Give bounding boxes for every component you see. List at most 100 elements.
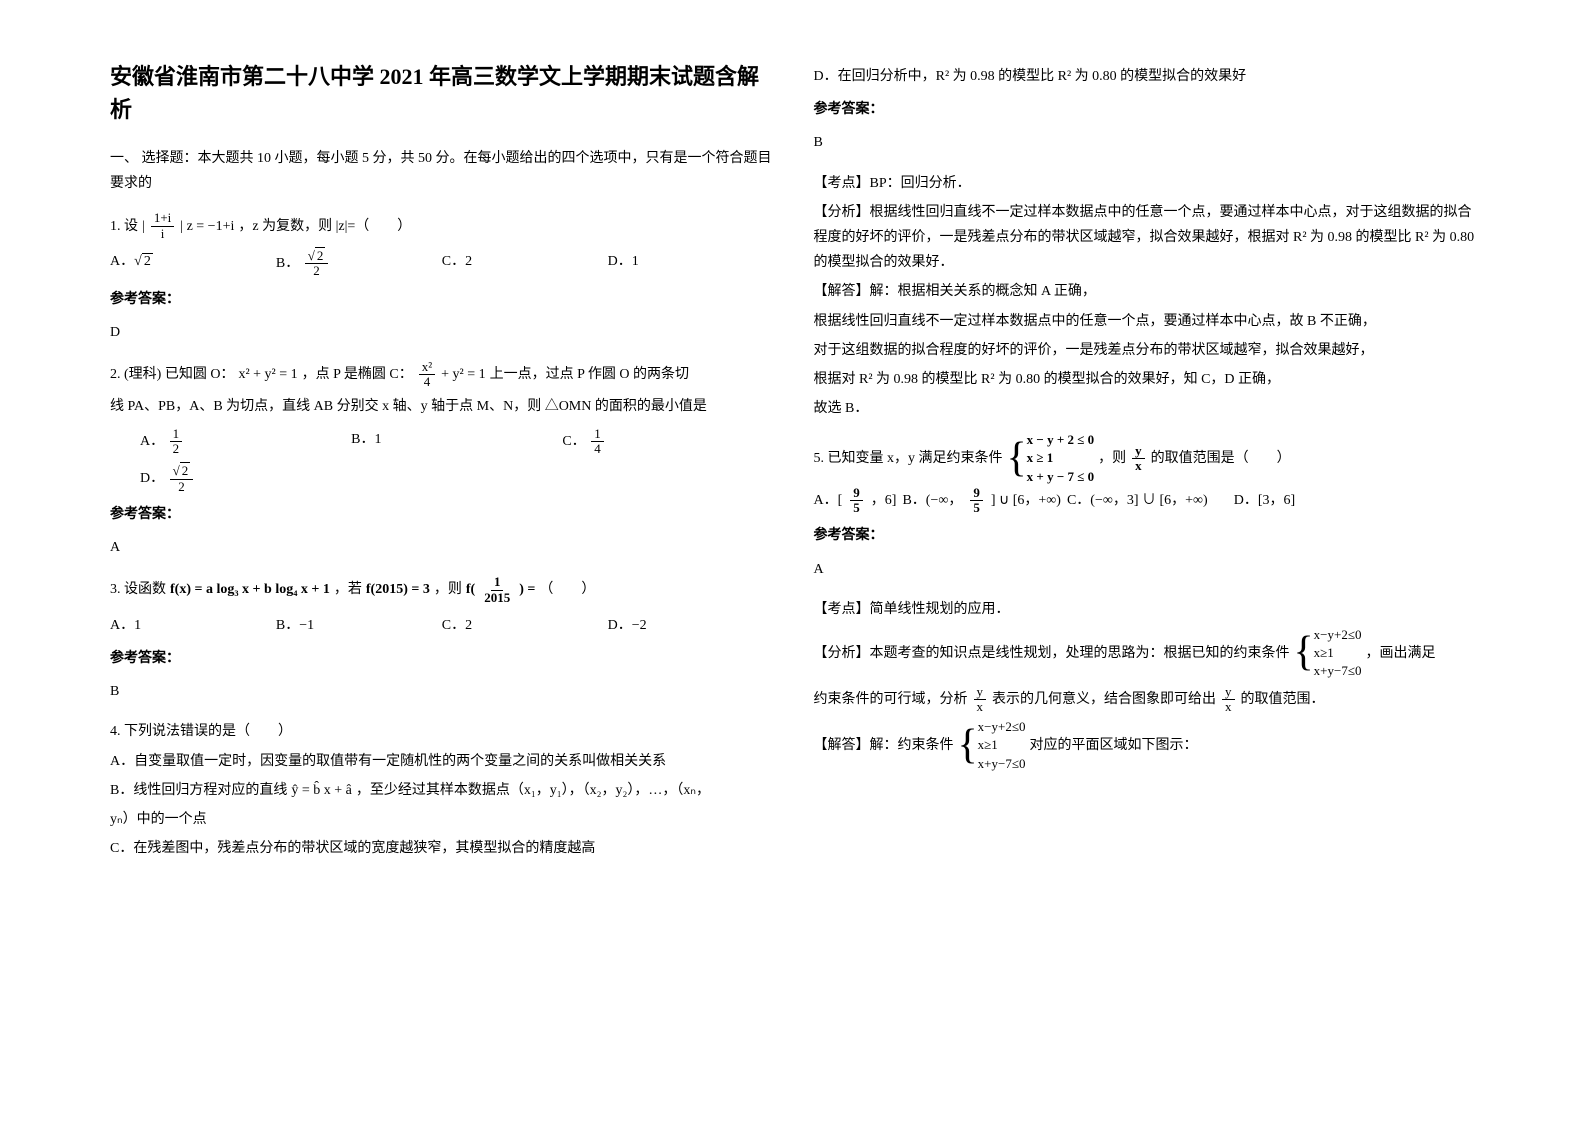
q1-stem: 1. 设 | 1+i i | z = −1+i ，z 为复数，则 |z|=（ ） bbox=[110, 211, 774, 241]
right-column: D．在回归分析中，R² 为 0.98 的模型比 R² 为 0.80 的模型拟合的… bbox=[794, 60, 1498, 1062]
q1-answer: D bbox=[110, 320, 774, 345]
q4-answer-label: 参考答案： bbox=[814, 97, 1478, 122]
q4-optD: D．在回归分析中，R² 为 0.98 的模型比 R² 为 0.80 的模型拟合的… bbox=[814, 64, 1478, 89]
q4-optB-eq: ŷ = b̂ x + â bbox=[291, 778, 352, 803]
q5-ratio: y x bbox=[1132, 444, 1145, 474]
q2-answer-label: 参考答案： bbox=[110, 502, 774, 527]
q1-optA-label: A． bbox=[110, 254, 134, 269]
q3-tail: （ ） bbox=[539, 577, 595, 602]
q2-optC-den: 4 bbox=[591, 442, 604, 456]
q4-optB-mid: ，至少经过其样本数据点（x₁，y₁），（x₂，y₂），…，（xₙ， bbox=[356, 778, 710, 803]
q5-ratio-den: x bbox=[1132, 459, 1145, 473]
q5-sc3: x+y−7≤0 bbox=[978, 755, 1026, 773]
q3-func: f(x) = a log₃ x + b log₄ x + 1 bbox=[170, 577, 330, 602]
q1-frac-den: i bbox=[158, 227, 168, 241]
q3-optA: A．1 bbox=[110, 613, 276, 638]
q4-solve-l3: 根据对 R² 为 0.98 的模型比 R² 为 0.80 的模型拟合的效果好，知… bbox=[814, 367, 1478, 392]
q5-solve-system: { x−y+2≤0 x≥1 x+y−7≤0 bbox=[958, 718, 1026, 773]
q4-optA: A．自变量取值一定时，因变量的取值带有一定随机性的两个变量之间的关系叫做相关关系 bbox=[110, 749, 774, 774]
q3-mid2: ，则 bbox=[434, 577, 462, 602]
q5-prefix: 5. 已知变量 x，y 满足约束条件 bbox=[814, 446, 1003, 471]
q5-options: A．[ 9 5 ，6] B．(−∞， 9 5 ] ∪ [6，+∞) C．(−∞，… bbox=[814, 486, 1478, 516]
q5-optB-prefix: B．(−∞， bbox=[902, 488, 962, 513]
q1-frac-num: 1+i bbox=[151, 211, 174, 226]
sqrt-icon: 2 bbox=[134, 249, 153, 274]
q1-optC: C．2 bbox=[442, 249, 608, 279]
q5-optB-frac: 9 5 bbox=[970, 486, 983, 516]
q3-cond: f(2015) = 3 bbox=[366, 577, 430, 602]
q4-solve-l2: 对于这组数据的拟合程度的好坏的评价，一是残差点分布的带状区域越窄，拟合效果越好， bbox=[814, 338, 1478, 363]
q5-mid: ，则 bbox=[1098, 446, 1126, 471]
q4-optB-prefix: B．线性回归方程对应的直线 bbox=[110, 778, 287, 803]
q1-optD: D．1 bbox=[608, 249, 774, 279]
q5-optB-den: 5 bbox=[970, 501, 983, 515]
q2-optD-label: D． bbox=[140, 471, 164, 486]
q5-analysis-constraints: x−y+2≤0 x≥1 x+y−7≤0 bbox=[1314, 626, 1362, 681]
q2-optD: D． 2 2 bbox=[140, 464, 774, 494]
q1-optB-label: B． bbox=[276, 256, 299, 271]
q4-solve-l1: 根据线性回归直线不一定过样本数据点中的任意一个点，要通过样本中心点，故 B 不正… bbox=[814, 309, 1478, 334]
q2-ellipse-num: x² bbox=[419, 360, 435, 375]
q3-expr-prefix: f( bbox=[466, 577, 475, 602]
q5-analysis-system: { x−y+2≤0 x≥1 x+y−7≤0 bbox=[1294, 626, 1362, 681]
q2-ellipse-rest: + y² = 1 bbox=[441, 362, 486, 387]
q5-ratio-num: y bbox=[1132, 444, 1145, 459]
q5-c1: x − y + 2 ≤ 0 bbox=[1027, 431, 1094, 449]
q3-answer: B bbox=[110, 679, 774, 704]
q2-optC-num: 1 bbox=[591, 427, 604, 442]
q3-optB: B．−1 bbox=[276, 613, 442, 638]
q4-optC: C．在残差图中，残差点分布的带状区域的宽度越狭窄，其模型拟合的精度越高 bbox=[110, 836, 774, 861]
brace-icon: { bbox=[1294, 636, 1314, 670]
q2-optA-den: 2 bbox=[170, 442, 183, 456]
question-2: 2. (理科) 已知圆 O： x² + y² = 1 ，点 P 是椭圆 C： x… bbox=[110, 360, 774, 560]
q5-stem: 5. 已知变量 x，y 满足约束条件 { x − y + 2 ≤ 0 x ≥ 1… bbox=[814, 431, 1478, 486]
q4-optB: B．线性回归方程对应的直线 ŷ = b̂ x + â ，至少经过其样本数据点（x… bbox=[110, 778, 774, 803]
q2-optD-numval: 2 bbox=[180, 462, 191, 478]
q2-optA: A． 1 2 bbox=[140, 427, 351, 457]
q5-sc1: x−y+2≤0 bbox=[978, 718, 1026, 736]
q1-answer-label: 参考答案： bbox=[110, 287, 774, 312]
q5-sc2: x≥1 bbox=[978, 736, 1026, 754]
q4-stem: 4. 下列说法错误的是（ ） bbox=[110, 719, 774, 744]
q5-al2-mid: 表示的几何意义，结合图象即可给出 bbox=[992, 687, 1216, 712]
question-4: 4. 下列说法错误的是（ ） A．自变量取值一定时，因变量的取值带有一定随机性的… bbox=[110, 719, 774, 861]
q3-answer-label: 参考答案： bbox=[110, 646, 774, 671]
q3-options: A．1 B．−1 C．2 D．−2 bbox=[110, 613, 774, 638]
q5-optA-frac: 9 5 bbox=[850, 486, 863, 516]
q1-frac: 1+i i bbox=[151, 211, 174, 241]
q1-bar1: | bbox=[142, 214, 145, 239]
q1-optA-val: 2 bbox=[142, 253, 153, 269]
q5-constraints: x − y + 2 ≤ 0 x ≥ 1 x + y − 7 ≤ 0 bbox=[1027, 431, 1094, 486]
q5-al2-num2: y bbox=[1222, 685, 1235, 700]
q3-prefix: 3. 设函数 bbox=[110, 577, 166, 602]
q5-al2-num: y bbox=[974, 685, 987, 700]
q1-options: A．2 B． 2 2 C．2 D．1 bbox=[110, 249, 774, 279]
q5-optA-num: 9 bbox=[850, 486, 863, 501]
sqrt-icon: 2 bbox=[308, 249, 326, 263]
q5-solve-constraints: x−y+2≤0 x≥1 x+y−7≤0 bbox=[978, 718, 1026, 773]
q2-stem: 2. (理科) 已知圆 O： x² + y² = 1 ，点 P 是椭圆 C： x… bbox=[110, 360, 774, 390]
q2-optC: C． 1 4 bbox=[562, 427, 773, 457]
q3-expr-suffix: ) = bbox=[519, 577, 535, 602]
q4-analysis-text1: 【分析】根据线性回归直线不一定过样本数据点中的任意一个点，要通过样本中心点，对于… bbox=[814, 200, 1478, 276]
sqrt-icon: 2 bbox=[173, 464, 191, 478]
q1-mid: ，z 为复数，则 |z|=（ ） bbox=[238, 214, 411, 239]
q2-mid1: ，点 P 是椭圆 C： bbox=[302, 362, 413, 387]
q3-expr-num: 1 bbox=[491, 575, 504, 590]
q5-al2-den: x bbox=[974, 700, 987, 714]
q5-optD: D．[3，6] bbox=[1234, 488, 1295, 513]
q5-analysis-suffix: ，画出满足 bbox=[1365, 641, 1435, 666]
q1-optB-numval: 2 bbox=[315, 247, 326, 263]
q5-solve-prefix: 【解答】解：约束条件 bbox=[814, 733, 954, 758]
question-3: 3. 设函数 f(x) = a log₃ x + b log₄ x + 1 ，若… bbox=[110, 575, 774, 704]
q1-optB-num: 2 bbox=[305, 249, 329, 264]
q2-options-row2: D． 2 2 bbox=[140, 464, 774, 494]
brace-icon: { bbox=[958, 729, 978, 763]
q2-prefix: 2. (理科) 已知圆 O： bbox=[110, 362, 234, 387]
brace-icon: { bbox=[1007, 442, 1027, 476]
q2-optD-den: 2 bbox=[175, 480, 188, 494]
question-1: 1. 设 | 1+i i | z = −1+i ，z 为复数，则 |z|=（ ）… bbox=[110, 211, 774, 345]
q2-optA-label: A． bbox=[140, 434, 164, 449]
q2-optC-frac: 1 4 bbox=[591, 427, 604, 457]
q5-tail: 的取值范围是（ ） bbox=[1151, 446, 1291, 471]
